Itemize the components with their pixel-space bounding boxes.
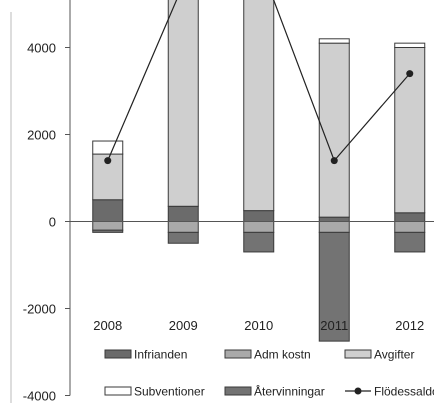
bar-segment-adm-kostn — [318, 221, 350, 233]
bar-segment-avgifter — [243, 0, 275, 212]
bar-segment-subventioner — [92, 140, 124, 155]
bar-segment--tervinningar — [92, 229, 124, 233]
y-tick-label: 0 — [49, 215, 56, 230]
x-tick-label: 2008 — [93, 318, 122, 333]
legend-label-infrianden: Infrianden — [134, 348, 187, 362]
bar-segment-infrianden — [92, 199, 124, 222]
series-point-flodessaldo — [406, 70, 414, 78]
legend-swatch-adm-kostn — [224, 349, 252, 359]
bar-segment--tervinningar — [318, 231, 350, 342]
bar-segment-adm-kostn — [92, 221, 124, 231]
bar-segment-subventioner — [318, 38, 350, 44]
bar-segment-infrianden — [243, 210, 275, 222]
series-point-flodessaldo — [330, 157, 338, 165]
legend-swatch-avgifter — [344, 349, 372, 359]
legend-label-subventioner: Subventioner — [134, 385, 205, 399]
legend-marker-fl-dessaldo — [354, 387, 362, 395]
bar-segment-avgifter — [167, 0, 199, 207]
legend-swatch--tervinningar — [224, 386, 252, 396]
x-tick-label: 2011 — [320, 318, 348, 333]
legend-label-avgifter: Avgifter — [374, 348, 414, 362]
y-tick-label: -2000 — [23, 302, 56, 317]
y-tick-label: -4000 — [23, 389, 56, 403]
legend-label--tervinningar: Återvinningar — [254, 384, 325, 399]
series-line-flodessaldo — [107, 0, 411, 162]
x-tick-label: 2012 — [395, 318, 424, 333]
bar-segment-adm-kostn — [394, 221, 426, 233]
y-tick-label: 4000 — [27, 41, 56, 56]
legend-label-adm-kostn: Adm kostn — [254, 348, 311, 362]
legend-swatch-infrianden — [104, 349, 132, 359]
bar-segment-avgifter — [318, 42, 350, 218]
legend-swatch-subventioner — [104, 386, 132, 396]
bar-segment-adm-kostn — [243, 221, 275, 233]
bar-segment-infrianden — [318, 216, 350, 222]
series-point-flodessaldo — [104, 157, 112, 165]
x-tick-label: 2009 — [169, 318, 198, 333]
x-tick-label: 2010 — [244, 318, 273, 333]
y-tick-label: 2000 — [27, 128, 56, 143]
bar-segment--tervinningar — [394, 231, 426, 253]
legend-label-fl-dessaldo: Flödessaldo — [374, 385, 434, 399]
bar-segment-subventioner — [394, 42, 426, 49]
bar-segment--tervinningar — [167, 231, 199, 244]
bar-segment-infrianden — [167, 205, 199, 222]
bar-segment-adm-kostn — [167, 221, 199, 233]
bar-segment--tervinningar — [243, 231, 275, 253]
bar-segment-infrianden — [394, 212, 426, 223]
